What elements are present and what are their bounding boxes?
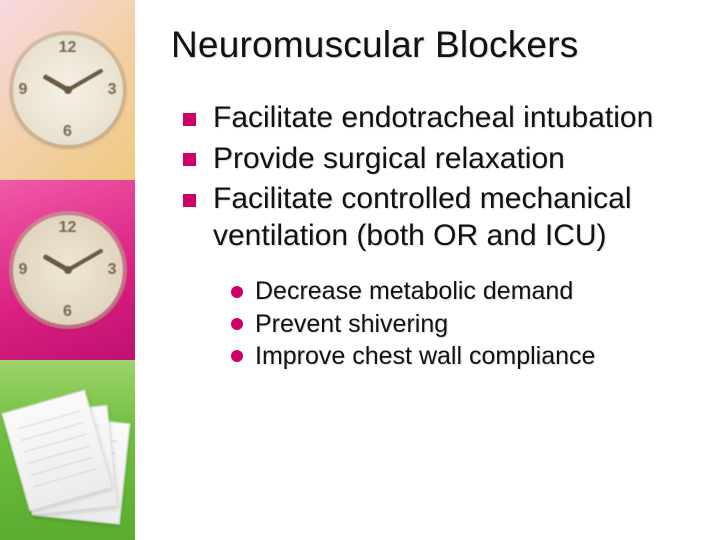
main-bullet-list: Facilitate endotracheal intubation Provi… [171, 100, 690, 254]
sidebar-tile-clock-2: 123 69 [0, 180, 135, 360]
main-bullet: Facilitate controlled mechanical ventila… [183, 181, 690, 254]
sub-bullet-list: Decrease metabolic demand Prevent shiver… [171, 276, 690, 372]
sidebar-tile-clock-1: 123 69 [0, 0, 135, 180]
slide-content: Neuromuscular Blockers Facilitate endotr… [135, 0, 720, 540]
sub-bullet: Prevent shivering [231, 309, 690, 340]
main-bullet: Provide surgical relaxation [183, 141, 690, 178]
clock-icon: 123 69 [13, 215, 123, 325]
slide: 123 69 123 69 Neuromuscular Blockers Fac… [0, 0, 720, 540]
clock-icon: 123 69 [13, 35, 123, 145]
sidebar-tile-papers [0, 360, 135, 540]
sub-bullet: Decrease metabolic demand [231, 276, 690, 307]
paper-stack-icon [5, 397, 129, 521]
slide-title: Neuromuscular Blockers [171, 24, 690, 66]
decorative-sidebar: 123 69 123 69 [0, 0, 135, 540]
main-bullet: Facilitate endotracheal intubation [183, 100, 690, 137]
sub-bullet: Improve chest wall compliance [231, 341, 690, 372]
